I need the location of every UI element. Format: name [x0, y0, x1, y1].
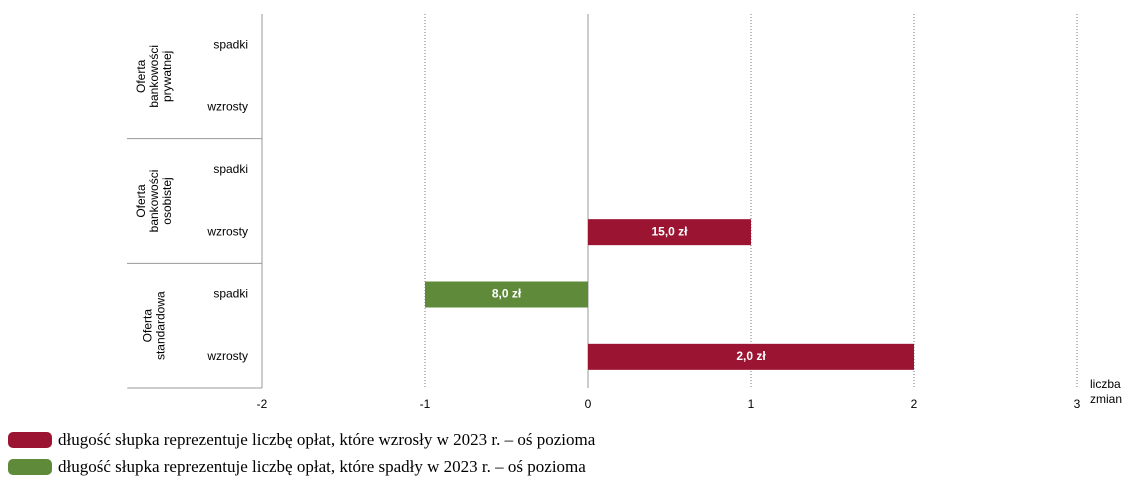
category-label: spadki: [213, 37, 248, 51]
group-label: Ofertabankowościosobistej: [134, 170, 174, 233]
x-tick-label: -2: [257, 397, 268, 411]
x-tick-label: 3: [1074, 397, 1081, 411]
legend-text: długość słupka reprezentuje liczbę opłat…: [58, 457, 586, 476]
legend-item: długość słupka reprezentuje liczbę opłat…: [8, 430, 595, 450]
category-label: wzrosty: [206, 349, 248, 363]
x-axis-label: liczba zmian: [1090, 377, 1122, 406]
group-label: Ofertabankowościprywatnej: [134, 45, 174, 108]
bar: [425, 281, 588, 308]
x-tick-label: 2: [911, 397, 918, 411]
category-label: spadki: [213, 162, 248, 176]
category-label: wzrosty: [206, 100, 248, 114]
category-label: spadki: [213, 287, 248, 301]
x-tick-label: 0: [585, 397, 592, 411]
chart: -2 -1 0 1 2 3 liczba zmian Ofertabankowościprywa…: [126, 14, 1122, 411]
legend-swatch: [8, 432, 52, 448]
legend-text: długość słupka reprezentuje liczbę opłat…: [58, 430, 596, 449]
x-tick-label: -1: [420, 397, 431, 411]
bar-label: 15,0 zł: [651, 224, 688, 238]
x-tick-label: 1: [748, 397, 755, 411]
category-label: wzrosty: [206, 224, 248, 238]
group-label: Ofertastandardowa: [141, 291, 168, 360]
legend-item: długość słupka reprezentuje liczbę opłat…: [8, 457, 586, 477]
bar-label: 2,0 zł: [736, 349, 766, 363]
bar-label: 8,0 zł: [492, 287, 522, 301]
bar: [588, 343, 914, 370]
legend-swatch: [8, 459, 52, 475]
bar: [588, 219, 751, 246]
